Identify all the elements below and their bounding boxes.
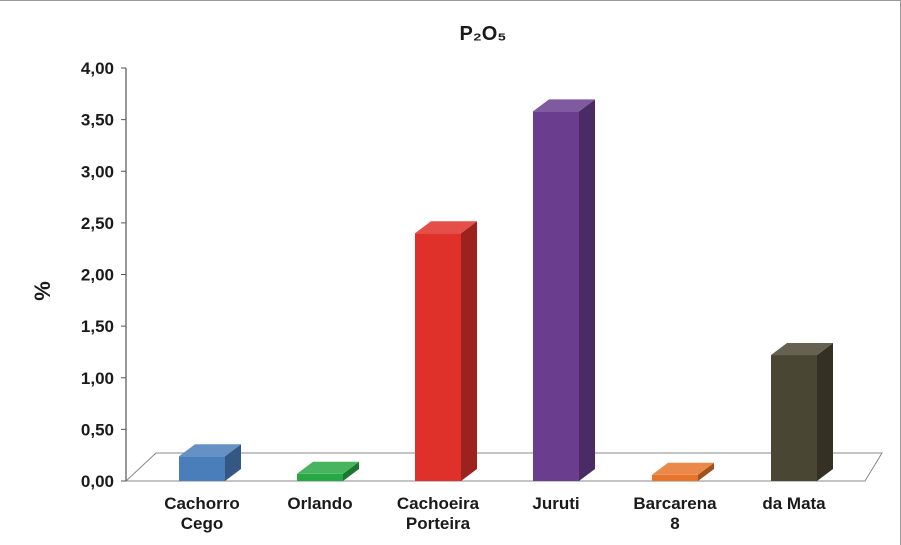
bar-front [533, 111, 579, 482]
bar-side [225, 444, 241, 481]
y-tick-label: 0,50 [81, 420, 114, 439]
bar-front [652, 474, 698, 481]
bar-side [461, 221, 477, 481]
y-tick-label: 1,00 [81, 369, 114, 388]
bars [179, 99, 833, 482]
bar [771, 343, 833, 481]
bar [533, 99, 595, 482]
x-axis-labels: Cachorro Cego Orlando Cachoeira Porteira Juru… [164, 494, 826, 533]
y-axis-ticks: 0,00 0,50 1,00 1,50 2,00 2,50 3,00 3,50 4,00 [81, 59, 126, 491]
bar [652, 462, 714, 481]
bar [415, 221, 477, 481]
y-tick-label: 3,50 [81, 111, 114, 130]
bar-front [297, 473, 343, 481]
bar-top [297, 461, 359, 474]
bar-side [817, 343, 833, 481]
bar-side [579, 99, 595, 482]
chart-title: P₂O₅ [460, 23, 507, 45]
bar-front [179, 456, 225, 481]
x-category-label: da Mata [762, 494, 826, 513]
bar-front [771, 355, 817, 481]
bar-top [533, 99, 595, 112]
y-axis-label: % [30, 281, 55, 301]
bar-top [415, 221, 477, 234]
y-tick-label: 1,50 [81, 317, 114, 336]
bar-top [652, 462, 714, 475]
x-category-label: Barcarena 8 [633, 494, 717, 533]
bar-side [343, 461, 359, 481]
bar-side [698, 462, 714, 481]
bar-top [179, 444, 241, 457]
bar-top [771, 343, 833, 356]
x-category-label: Cachoeira Porteira [397, 494, 480, 533]
y-tick-label: 3,00 [81, 162, 114, 181]
y-tick-label: 0,00 [81, 472, 114, 491]
y-tick-label: 4,00 [81, 59, 114, 78]
bar [297, 461, 359, 481]
x-category-label: Orlando [287, 494, 352, 513]
x-category-label: Juruti [532, 494, 579, 513]
bar-front [415, 233, 461, 481]
x-category-label: Cachorro Cego [164, 494, 240, 533]
y-tick-label: 2,00 [81, 266, 114, 285]
y-tick-label: 2,50 [81, 214, 114, 233]
bar [179, 444, 241, 481]
